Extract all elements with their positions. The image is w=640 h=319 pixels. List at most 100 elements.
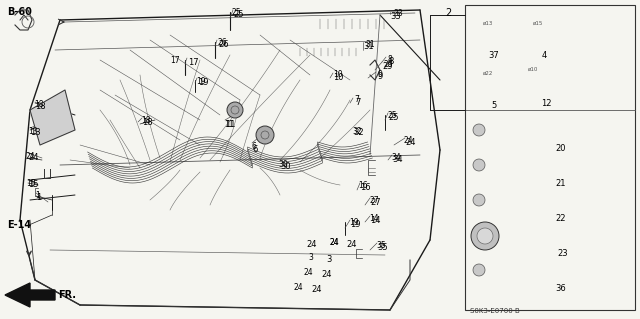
Bar: [561, 166, 570, 171]
Bar: [564, 227, 573, 234]
Bar: [498, 131, 508, 136]
Circle shape: [477, 228, 493, 244]
Text: 24: 24: [28, 153, 38, 162]
Text: 3: 3: [326, 255, 332, 264]
Bar: [582, 271, 591, 276]
Bar: [330, 130, 350, 150]
Bar: [486, 72, 491, 77]
Text: 6: 6: [252, 142, 257, 151]
Bar: [360, 218, 368, 226]
Text: 16: 16: [358, 181, 367, 190]
Bar: [532, 227, 542, 234]
Bar: [614, 271, 623, 276]
Bar: [593, 271, 602, 276]
Bar: [593, 131, 602, 136]
Text: 33: 33: [393, 9, 403, 18]
Text: 27: 27: [370, 198, 381, 207]
Bar: [572, 262, 581, 269]
Bar: [295, 285, 309, 301]
Text: 20: 20: [556, 144, 566, 153]
Bar: [595, 236, 605, 241]
Bar: [614, 201, 623, 206]
Bar: [614, 122, 623, 129]
Bar: [498, 271, 508, 276]
Bar: [290, 45, 360, 59]
Bar: [603, 201, 612, 206]
Bar: [532, 236, 542, 241]
Bar: [582, 166, 591, 171]
Bar: [501, 227, 511, 234]
Text: 15: 15: [26, 179, 36, 188]
Bar: [593, 166, 602, 171]
Text: 26: 26: [218, 40, 228, 49]
Bar: [511, 227, 521, 234]
Bar: [498, 166, 508, 171]
Circle shape: [473, 159, 485, 171]
Bar: [616, 227, 626, 234]
Bar: [290, 240, 304, 256]
Bar: [582, 192, 591, 199]
Bar: [493, 120, 629, 140]
Bar: [525, 65, 567, 95]
Bar: [540, 201, 550, 206]
Text: 24: 24: [329, 238, 339, 247]
Text: 24: 24: [311, 285, 321, 294]
Bar: [549, 71, 555, 76]
Text: 36: 36: [556, 284, 566, 293]
Bar: [540, 271, 550, 276]
Text: 24: 24: [346, 240, 356, 249]
Text: 29: 29: [382, 62, 392, 71]
Text: 19: 19: [196, 77, 205, 86]
Bar: [550, 262, 560, 269]
Bar: [498, 157, 508, 164]
Bar: [496, 225, 632, 245]
Polygon shape: [30, 90, 75, 145]
Bar: [529, 192, 539, 199]
Bar: [333, 62, 382, 70]
Bar: [522, 236, 531, 241]
Bar: [358, 78, 372, 100]
Bar: [544, 22, 549, 27]
Text: 7: 7: [354, 95, 359, 104]
Bar: [529, 122, 539, 129]
Bar: [582, 201, 591, 206]
Bar: [572, 201, 581, 206]
Bar: [65, 108, 75, 116]
Bar: [471, 191, 493, 209]
Bar: [540, 166, 550, 171]
Text: 24: 24: [404, 136, 413, 145]
Bar: [375, 155, 390, 180]
Bar: [540, 79, 546, 84]
Bar: [603, 166, 612, 171]
Bar: [543, 227, 552, 234]
Text: 3: 3: [308, 253, 313, 262]
Bar: [595, 227, 605, 234]
Bar: [603, 131, 612, 136]
Bar: [488, 11, 500, 16]
Text: 14: 14: [370, 216, 381, 225]
Bar: [509, 157, 518, 164]
Bar: [509, 271, 518, 276]
Bar: [509, 131, 518, 136]
Bar: [471, 121, 493, 139]
Bar: [529, 262, 539, 269]
Bar: [471, 261, 493, 279]
Bar: [498, 262, 508, 269]
Bar: [603, 157, 612, 164]
Text: 1: 1: [35, 191, 40, 200]
Bar: [593, 262, 602, 269]
Text: 31: 31: [365, 40, 374, 49]
Bar: [550, 271, 560, 276]
Bar: [18, 225, 30, 237]
Bar: [603, 192, 612, 199]
Bar: [315, 19, 385, 29]
Circle shape: [473, 124, 485, 136]
Bar: [42, 155, 54, 169]
Text: 27: 27: [369, 196, 379, 205]
Text: 16: 16: [360, 183, 371, 192]
Bar: [295, 100, 350, 110]
Bar: [529, 201, 539, 206]
Bar: [550, 166, 560, 171]
Bar: [603, 122, 612, 129]
Text: FR.: FR.: [58, 290, 76, 300]
